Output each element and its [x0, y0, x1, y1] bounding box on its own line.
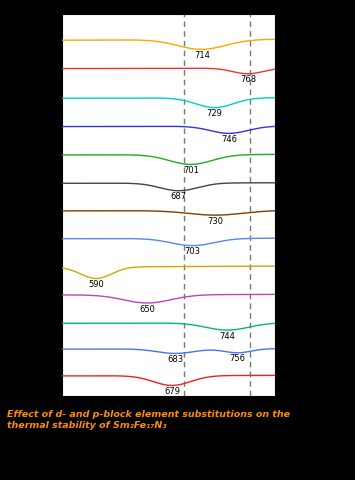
Text: 746: 746 — [221, 135, 237, 144]
Text: 744: 744 — [219, 332, 235, 341]
Y-axis label: endo. heat flow/mass, a.u: endo. heat flow/mass, a.u — [48, 138, 58, 273]
Text: Al: Al — [280, 316, 294, 329]
Text: Cu: Cu — [280, 260, 297, 273]
Text: 650: 650 — [140, 304, 155, 313]
Text: 703: 703 — [185, 247, 201, 256]
X-axis label: T, °C: T, °C — [151, 422, 186, 436]
Text: 714: 714 — [194, 51, 210, 60]
Text: Mn: Mn — [280, 148, 301, 161]
Text: 590: 590 — [88, 280, 104, 289]
Text: 683: 683 — [167, 355, 184, 364]
Text: 701: 701 — [183, 166, 199, 175]
Text: 729: 729 — [207, 109, 223, 118]
Text: 730: 730 — [207, 216, 224, 226]
Text: Zr: Zr — [280, 33, 295, 46]
Text: 679: 679 — [164, 387, 180, 396]
Text: Si: Si — [280, 342, 293, 355]
Text: 756: 756 — [230, 354, 246, 363]
Text: C: C — [280, 369, 289, 382]
Text: Mo: Mo — [280, 61, 300, 74]
Text: Effect of d- and p-block element substitutions on the
thermal stability of Sm₂Fe: Effect of d- and p-block element substit… — [7, 410, 290, 430]
Text: Ref.: Ref. — [280, 176, 307, 189]
Text: Co: Co — [280, 204, 297, 217]
Text: Cr: Cr — [280, 120, 295, 132]
Text: Ti: Ti — [280, 91, 293, 104]
Text: Zn: Zn — [280, 288, 297, 301]
Text: 768: 768 — [240, 75, 256, 84]
Text: 687: 687 — [171, 192, 187, 201]
Text: Ni: Ni — [280, 232, 294, 245]
